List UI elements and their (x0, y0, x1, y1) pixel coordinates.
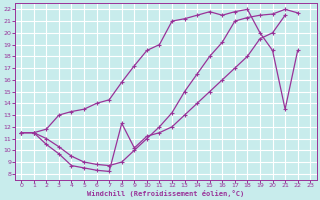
X-axis label: Windchill (Refroidissement éolien,°C): Windchill (Refroidissement éolien,°C) (87, 190, 244, 197)
